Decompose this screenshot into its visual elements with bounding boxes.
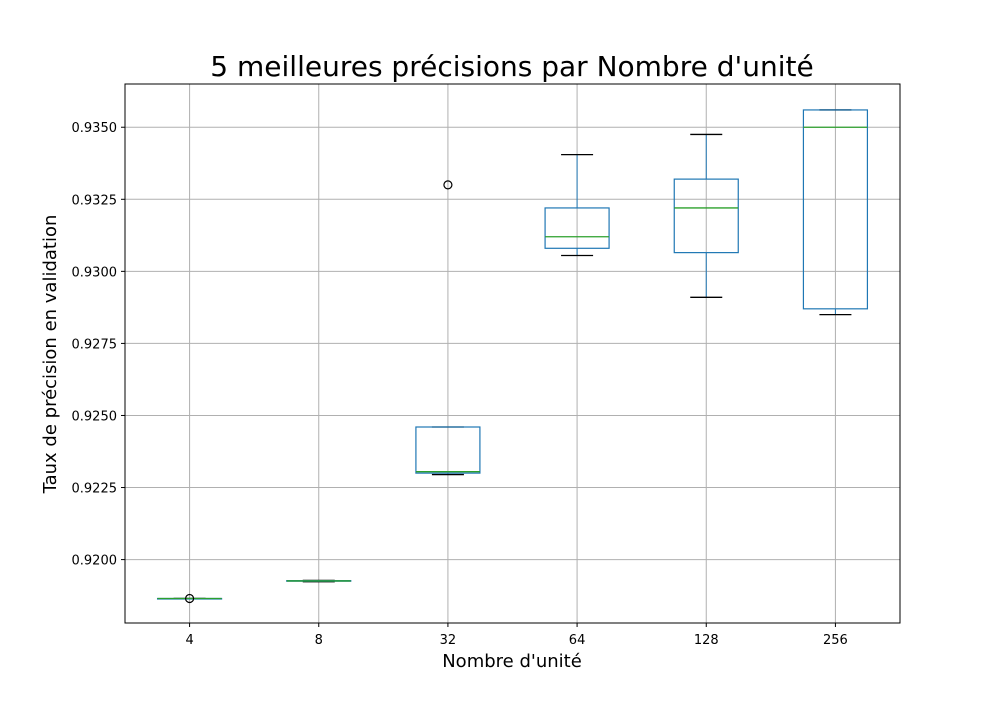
chart-title: 5 meilleures précisions par Nombre d'uni… xyxy=(210,50,813,83)
outlier-point xyxy=(443,180,453,190)
box-group-32 xyxy=(415,180,481,476)
box-group-256 xyxy=(802,109,869,316)
box-group-4 xyxy=(156,593,223,604)
iqr-box xyxy=(673,178,739,254)
y-axis-label: Taux de précision en validation xyxy=(40,215,61,495)
outlier-point xyxy=(184,593,195,604)
plot-frame xyxy=(124,83,901,624)
y-tick-label: 0.9250 xyxy=(72,409,118,424)
x-tick-label: 256 xyxy=(823,633,848,648)
y-tick-label: 0.9225 xyxy=(72,482,118,497)
iqr-box xyxy=(544,207,610,249)
x-tick-label: 64 xyxy=(569,633,586,648)
box-layer xyxy=(156,109,869,604)
x-tick-label: 128 xyxy=(694,633,719,648)
x-tick-label: 4 xyxy=(185,633,193,648)
x-tick-label: 32 xyxy=(440,633,457,648)
x-tick-label: 8 xyxy=(315,633,323,648)
box-group-64 xyxy=(544,153,610,257)
box-group-8 xyxy=(286,579,352,583)
axis-layer: 0.9200 0.9225 0.9250 0.9275 0.9300 0.9325 0.93… xyxy=(72,121,848,648)
iqr-box xyxy=(415,426,481,474)
y-tick-label: 0.9350 xyxy=(72,121,118,136)
box-group-128 xyxy=(673,133,739,298)
iqr-box xyxy=(802,109,869,310)
y-tick-label: 0.9300 xyxy=(72,265,118,280)
y-tick-label: 0.9325 xyxy=(72,193,118,208)
x-axis-label: Nombre d'unité xyxy=(442,651,582,672)
grid-layer xyxy=(125,84,900,623)
y-tick-label: 0.9275 xyxy=(72,337,118,352)
y-tick-label: 0.9200 xyxy=(72,554,118,569)
